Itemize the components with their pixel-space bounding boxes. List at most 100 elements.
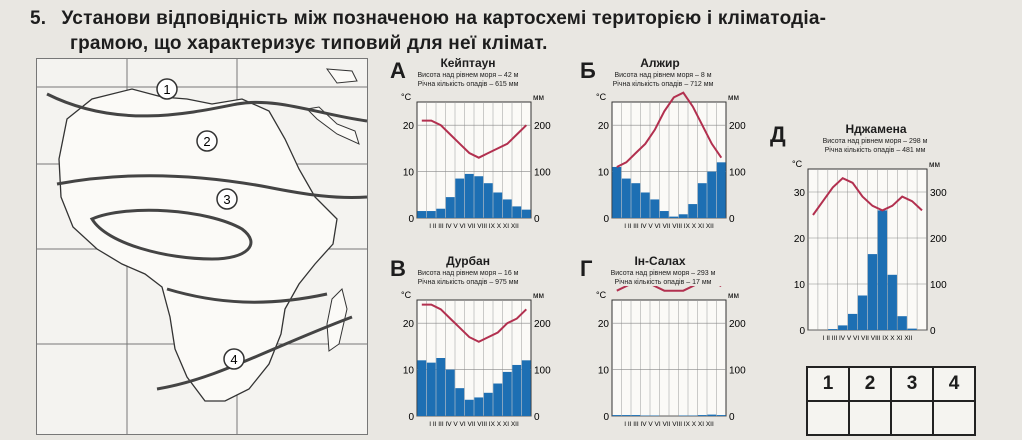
temperature-line [812, 177, 923, 216]
precip-bar [621, 178, 631, 218]
answer-header-1: 1 [806, 366, 850, 402]
precip-tick-label: 0 [729, 412, 735, 423]
climate-boundary-line [56, 174, 368, 200]
precip-tick-label: 200 [930, 234, 947, 245]
task-number: 5. [30, 8, 47, 29]
precip-bar [612, 415, 622, 416]
answer-header-3: 3 [890, 366, 934, 402]
zone-marker-3: 3 [216, 188, 238, 210]
precip-bar [631, 183, 641, 218]
diagram-precip-g: Річна кількість опадів – 17 мм [614, 279, 712, 286]
zone-marker-2: 2 [196, 130, 218, 152]
climatodiagram-v: 0 0 10 100 20 200 °C мм I II III IV V VI VII VII… [401, 290, 551, 428]
precip-bar [707, 171, 717, 218]
precip-bar [697, 415, 707, 416]
temp-tick-label: 20 [403, 121, 415, 132]
temp-unit-label: °C [596, 290, 607, 300]
diagram-letter-a: А [390, 58, 406, 83]
precip-tick-label: 200 [729, 319, 746, 330]
temperature-line [421, 303, 527, 343]
climate-boundary-line [156, 315, 353, 391]
asia-fragment [325, 68, 358, 84]
precip-bar [631, 415, 641, 416]
precip-tick-label: 200 [729, 121, 746, 132]
temp-unit-label: °C [401, 290, 412, 300]
answer-cell-2[interactable] [848, 400, 892, 436]
precip-bar [828, 329, 838, 330]
precip-bar [502, 371, 512, 416]
precip-bar [847, 313, 858, 330]
task-text: 5. Установи відповідність між позначеною… [30, 6, 1010, 56]
months-label: I II III IV V VI VII VIII IX X XI XII [429, 223, 519, 230]
svg-text:4: 4 [230, 352, 237, 367]
diagram-letter-g: Г [580, 256, 593, 281]
diagram-altitude-b: Висота над рівнем моря – 8 м [614, 72, 712, 79]
precip-bar [483, 183, 493, 218]
precip-bar [464, 173, 474, 218]
svg-text:3: 3 [223, 192, 230, 207]
climate-boundary-line [46, 92, 368, 123]
precip-bar [621, 415, 631, 416]
months-label: I II III IV V VI VII VIII IX X XI XII [429, 421, 519, 428]
diagram-precip-v: Річна кількість опадів – 975 мм [417, 279, 519, 286]
answer-header-2: 2 [848, 366, 892, 402]
precip-bar [669, 216, 679, 218]
madagascar [326, 288, 348, 352]
svg-text:2: 2 [203, 134, 210, 149]
temp-tick-label: 10 [794, 280, 806, 291]
precip-bar [521, 360, 531, 416]
climate-boundary-line [166, 287, 328, 304]
temp-tick-label: 0 [799, 326, 805, 337]
africa-continent [58, 88, 338, 402]
diagram-city-d: Нджамена [845, 122, 907, 136]
africa-map: 1 2 3 4 [36, 58, 368, 435]
precip-bar [887, 274, 897, 330]
precip-tick-label: 100 [534, 168, 551, 179]
precip-bar [857, 295, 868, 330]
task-line-2: грамою, що характеризує типовий для неї … [70, 33, 548, 54]
precip-bar [512, 206, 522, 218]
diagram-letter-v: В [390, 256, 406, 281]
precip-bar [688, 204, 698, 218]
precip-bar [697, 183, 707, 218]
climatodiagram-a: 0 0 10 100 20 200 °C мм I II III IV V VI VII VII… [401, 92, 551, 230]
precip-bar [716, 162, 726, 218]
answer-cell-4[interactable] [932, 400, 976, 436]
diagram-letter-b: Б [580, 58, 596, 83]
diagram-altitude-g: Висота над рівнем моря – 293 м [610, 270, 716, 277]
precip-bar [838, 325, 848, 330]
precip-bar [493, 192, 503, 218]
answer-table: 1 2 3 4 [806, 366, 976, 436]
precip-tick-label: 0 [534, 214, 540, 225]
precip-bar [512, 364, 522, 416]
diagram-altitude-d: Висота над рівнем моря – 298 м [822, 138, 928, 145]
svg-text:1: 1 [163, 82, 170, 97]
precip-tick-label: 0 [729, 214, 735, 225]
temp-tick-label: 0 [408, 412, 414, 423]
precip-tick-label: 0 [534, 412, 540, 423]
precip-bar [502, 199, 512, 218]
climatodiagram-g: 0 0 10 100 20 200 °C мм I II III IV V VI VII VII… [596, 286, 746, 428]
precip-tick-label: 100 [729, 168, 746, 179]
diagram-city-a: Кейптаун [440, 56, 496, 70]
answer-cell-1[interactable] [806, 400, 850, 436]
diagram-city-g: Ін-Салах [634, 254, 686, 268]
precip-bar [612, 166, 622, 218]
temp-tick-label: 10 [598, 168, 610, 179]
precip-unit-label: мм [728, 93, 739, 102]
precip-unit-label: мм [728, 291, 739, 300]
precip-bar [445, 197, 455, 218]
precip-bar [455, 388, 465, 416]
precip-unit-label: мм [533, 93, 544, 102]
diagram-altitude-a: Висота над рівнем моря – 42 м [417, 72, 519, 79]
precip-unit-label: мм [533, 291, 544, 300]
answer-cell-3[interactable] [890, 400, 934, 436]
climate-boundary-line [89, 208, 253, 261]
precip-tick-label: 0 [930, 326, 936, 337]
diagram-city-v: Дурбан [446, 254, 490, 268]
precip-bar [678, 214, 688, 218]
precip-tick-label: 300 [930, 188, 947, 199]
precip-bar [455, 178, 465, 218]
precip-bar [493, 383, 503, 416]
months-label: I II III IV V VI VII VIII IX X XI XII [624, 223, 714, 230]
